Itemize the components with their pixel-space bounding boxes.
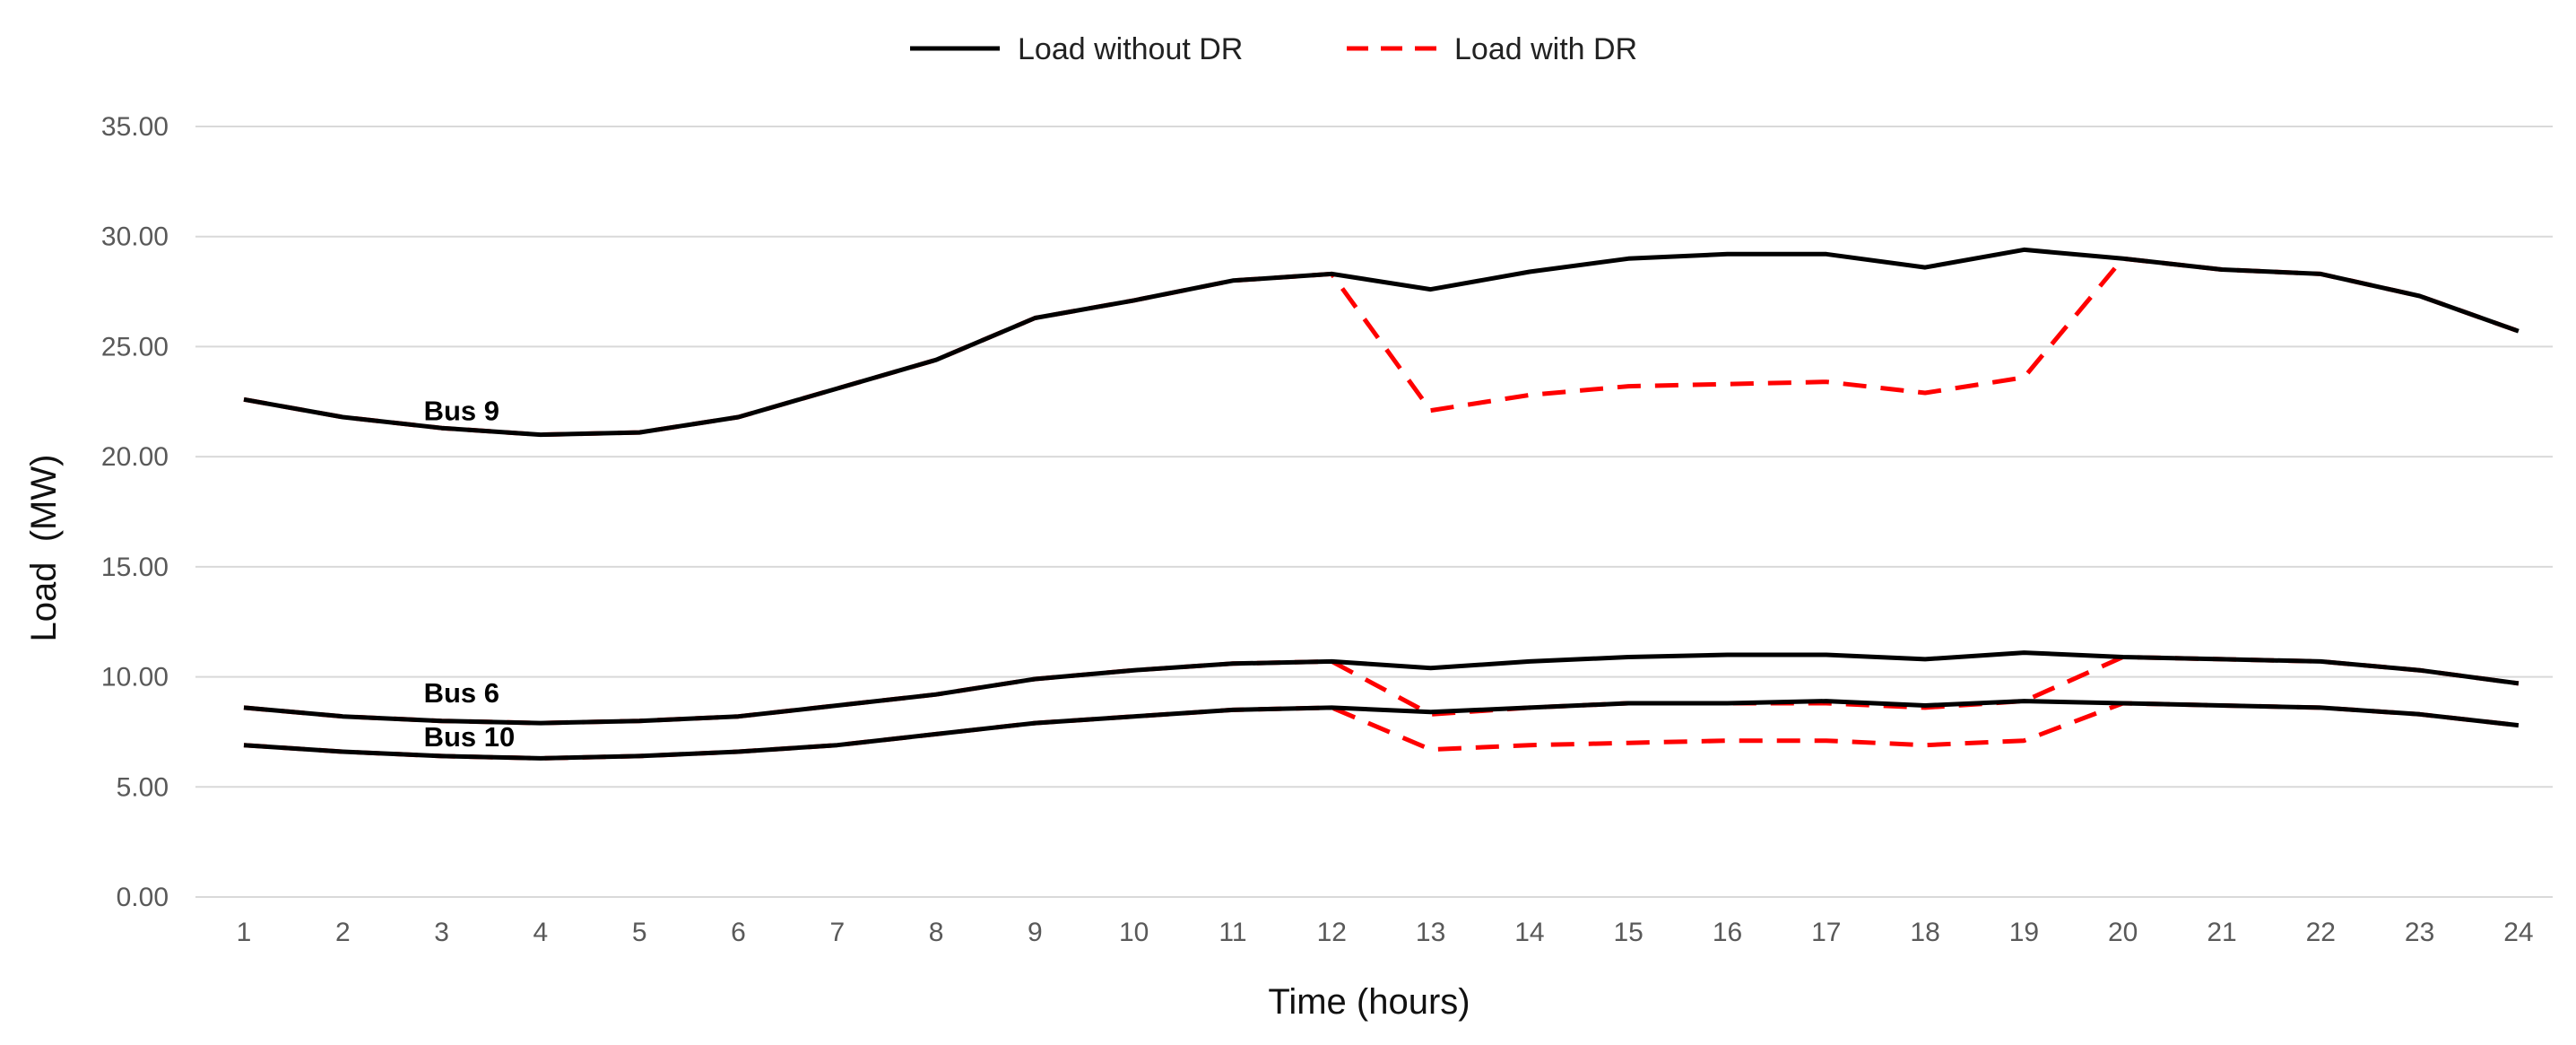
y-axis-title: Load (MW) bbox=[24, 455, 64, 642]
x-tick-label: 8 bbox=[929, 918, 944, 947]
x-tick-label: 2 bbox=[335, 918, 351, 947]
y-axis-ticks: 0.00 5.00 10.00 15.00 20.00 25.00 30.00 35.00 bbox=[101, 112, 169, 912]
x-tick-label: 21 bbox=[2207, 918, 2236, 947]
y-tick-label: 10.00 bbox=[101, 663, 169, 692]
series-line-bus-9-load-without-dr bbox=[243, 247, 2520, 438]
chart-legend: Load without DR Load with DR bbox=[910, 32, 1637, 66]
legend-label-load-without-dr: Load without DR bbox=[1018, 32, 1243, 66]
x-tick-label: 1 bbox=[237, 918, 252, 947]
x-tick-label: 24 bbox=[2503, 918, 2533, 947]
x-tick-label: 19 bbox=[2009, 918, 2039, 947]
y-tick-label: 15.00 bbox=[101, 553, 169, 582]
x-tick-label: 20 bbox=[2108, 918, 2138, 947]
x-tick-label: 5 bbox=[632, 918, 647, 947]
x-tick-label: 22 bbox=[2306, 918, 2336, 947]
y-tick-label: 20.00 bbox=[101, 442, 169, 472]
bus-annotations: Bus 9 Bus 6 Bus 10 bbox=[424, 396, 516, 753]
y-tick-label: 35.00 bbox=[101, 112, 169, 142]
y-tick-label: 30.00 bbox=[101, 222, 169, 252]
x-tick-label: 7 bbox=[829, 918, 845, 947]
x-tick-label: 18 bbox=[1910, 918, 1939, 947]
x-tick-label: 9 bbox=[1028, 918, 1043, 947]
x-tick-label: 10 bbox=[1119, 918, 1149, 947]
x-tick-label: 11 bbox=[1219, 918, 1246, 947]
y-tick-label: 5.00 bbox=[117, 772, 169, 802]
series-line-bus-10-load-without-dr bbox=[243, 699, 2520, 761]
x-tick-label: 14 bbox=[1514, 918, 1544, 947]
legend-label-load-with-dr: Load with DR bbox=[1454, 32, 1637, 66]
x-tick-label: 23 bbox=[2405, 918, 2434, 947]
x-tick-label: 13 bbox=[1416, 918, 1445, 947]
y-tick-label: 25.00 bbox=[101, 332, 169, 361]
x-tick-label: 12 bbox=[1317, 918, 1347, 947]
y-tick-label: 0.00 bbox=[117, 883, 169, 912]
x-axis-title: Time (hours) bbox=[1268, 982, 1470, 1022]
gridlines bbox=[195, 126, 2553, 898]
x-axis-ticks: 1 2 3 4 5 6 7 8 9 10 11 12 13 14 15 16 17 18 19 20 21 22 23 24 bbox=[237, 918, 2534, 947]
series-lines bbox=[243, 247, 2520, 761]
x-tick-label: 15 bbox=[1614, 918, 1644, 947]
annotation-bus-10: Bus 10 bbox=[424, 721, 516, 753]
x-tick-label: 6 bbox=[731, 918, 746, 947]
x-tick-label: 4 bbox=[533, 918, 549, 947]
annotation-bus-6: Bus 6 bbox=[424, 677, 499, 709]
x-tick-label: 17 bbox=[1811, 918, 1841, 947]
x-tick-label: 16 bbox=[1713, 918, 1742, 947]
x-tick-label: 3 bbox=[434, 918, 449, 947]
series-line-bus-6-load-without-dr bbox=[243, 650, 2520, 726]
annotation-bus-9: Bus 9 bbox=[424, 396, 499, 427]
